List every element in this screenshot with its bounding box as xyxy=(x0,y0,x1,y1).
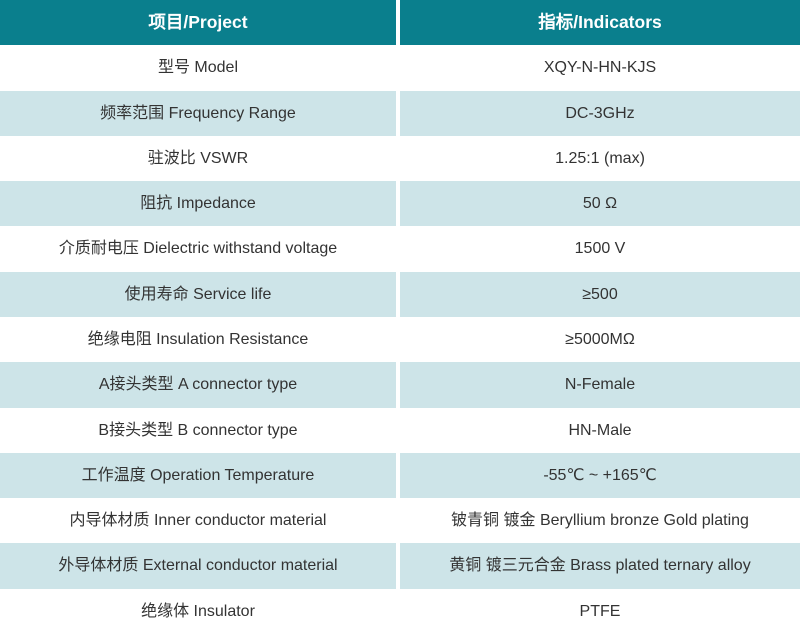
table-row: 型号 Model XQY-N-HN-KJS xyxy=(0,45,800,91)
indicator-cell: -55℃ ~ +165℃ xyxy=(400,452,800,499)
indicator-cell: ≥500 xyxy=(400,271,800,317)
table-row: A接头类型 A connector type N-Female xyxy=(0,362,800,408)
indicator-cell: 铍青铜 镀金 Beryllium bronze Gold plating xyxy=(400,498,800,544)
indicator-cell: 50 Ω xyxy=(400,181,800,227)
indicator-cell: 黄铜 镀三元合金 Brass plated ternary alloy xyxy=(400,543,800,589)
project-cell: B接头类型 B connector type xyxy=(0,407,396,453)
table-row: 绝缘电阻 Insulation Resistance ≥5000MΩ xyxy=(0,316,800,363)
table-row: 工作温度 Operation Temperature -55℃ ~ +165℃ xyxy=(0,452,800,499)
indicator-cell: ≥5000MΩ xyxy=(400,316,800,363)
table-row: 内导体材质 Inner conductor material 铍青铜 镀金 Be… xyxy=(0,498,800,544)
project-cell: 使用寿命 Service life xyxy=(0,271,396,317)
table-row: 绝缘体 Insulator PTFE xyxy=(0,588,800,634)
table-row: B接头类型 B connector type HN-Male xyxy=(0,407,800,453)
indicator-cell: 1.25:1 (max) xyxy=(400,135,800,182)
indicator-cell: HN-Male xyxy=(400,407,800,453)
project-cell: 工作温度 Operation Temperature xyxy=(0,452,396,499)
table-row: 驻波比 VSWR 1.25:1 (max) xyxy=(0,135,800,182)
project-cell: 型号 Model xyxy=(0,45,396,91)
indicator-cell: 1500 V xyxy=(400,226,800,272)
indicator-cell: N-Female xyxy=(400,362,800,408)
project-cell: 介质耐电压 Dielectric withstand voltage xyxy=(0,226,396,272)
project-cell: 驻波比 VSWR xyxy=(0,135,396,182)
project-cell: A接头类型 A connector type xyxy=(0,362,396,408)
project-cell: 阻抗 Impedance xyxy=(0,181,396,227)
indicator-cell: XQY-N-HN-KJS xyxy=(400,45,800,91)
project-cell: 内导体材质 Inner conductor material xyxy=(0,498,396,544)
project-cell: 绝缘电阻 Insulation Resistance xyxy=(0,316,396,363)
header-indicators-cell: 指标/Indicators xyxy=(400,0,800,46)
indicator-cell: DC-3GHz xyxy=(400,90,800,136)
table-row: 使用寿命 Service life ≥500 xyxy=(0,271,800,317)
table-header-row: 项目/Project 指标/Indicators xyxy=(0,0,800,46)
project-cell: 绝缘体 Insulator xyxy=(0,588,396,634)
header-project-cell: 项目/Project xyxy=(0,0,396,46)
indicator-cell: PTFE xyxy=(400,588,800,634)
project-cell: 外导体材质 External conductor material xyxy=(0,543,396,589)
table-row: 介质耐电压 Dielectric withstand voltage 1500 … xyxy=(0,226,800,272)
table-row: 阻抗 Impedance 50 Ω xyxy=(0,181,800,227)
project-cell: 频率范围 Frequency Range xyxy=(0,90,396,136)
table-row: 外导体材质 External conductor material 黄铜 镀三元… xyxy=(0,543,800,589)
table-row: 频率范围 Frequency Range DC-3GHz xyxy=(0,90,800,136)
